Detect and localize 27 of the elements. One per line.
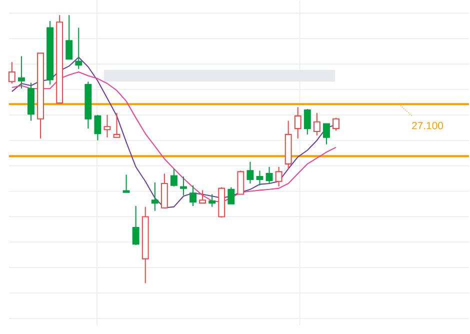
candlestick	[275, 166, 282, 187]
candlestick	[8, 61, 16, 84]
candlestick	[75, 27, 82, 70]
candlestick	[190, 184, 196, 206]
candlestick	[170, 168, 178, 187]
candlestick	[113, 112, 120, 138]
candlestick	[122, 174, 130, 193]
candlestick	[180, 176, 187, 196]
candlestick	[246, 161, 254, 184]
candlestick	[256, 170, 264, 186]
candlestick	[237, 170, 244, 195]
candlestick	[94, 114, 102, 141]
annotation: 27.100	[412, 122, 444, 130]
candlestick	[66, 14, 73, 60]
candlestick	[266, 166, 273, 184]
candlestick	[104, 114, 111, 138]
candlestick	[208, 194, 216, 208]
candlestick	[199, 190, 206, 204]
candlestick	[322, 123, 330, 145]
candlestick	[132, 205, 140, 246]
candlestick	[151, 182, 158, 212]
candlestick	[313, 112, 320, 136]
candlestick	[18, 55, 25, 89]
candlestick	[294, 106, 302, 139]
candlestick	[228, 186, 235, 204]
candlestick	[304, 108, 311, 135]
candlestick	[332, 117, 340, 132]
